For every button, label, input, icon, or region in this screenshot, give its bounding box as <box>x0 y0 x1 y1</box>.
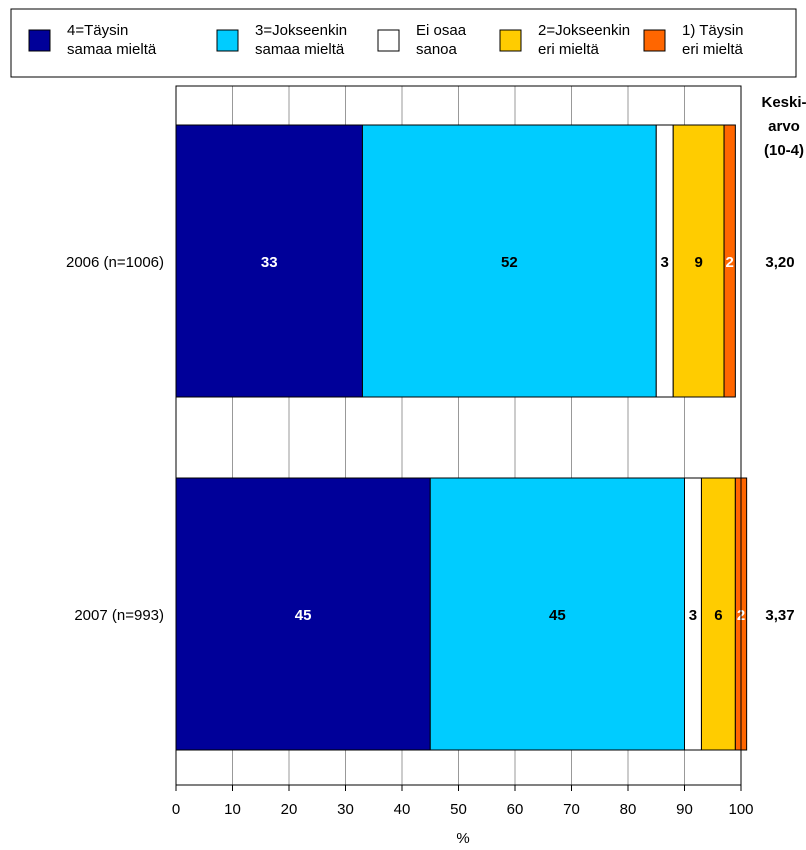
mean-value: 3,20 <box>765 254 794 271</box>
legend-label: 2=Jokseenkin <box>538 22 630 39</box>
mean-header: arvo <box>768 118 800 135</box>
bar-segment <box>175 477 431 751</box>
legend-label: eri mieltä <box>538 41 600 58</box>
bar-value-label: 6 <box>714 607 722 624</box>
bar-value-label: 9 <box>694 254 702 271</box>
legend-swatch <box>28 29 51 52</box>
x-tick-label: 30 <box>337 801 354 818</box>
bar-segment <box>700 477 736 751</box>
bar-value-label: 3 <box>689 607 697 624</box>
bar-value-label: 45 <box>295 607 312 624</box>
x-tick-label: 90 <box>676 801 693 818</box>
bar-value-label: 3 <box>661 254 669 271</box>
category-label: 2006 (n=1006) <box>66 254 164 271</box>
bar-segment <box>361 124 657 398</box>
mean-header: Keski- <box>761 94 806 111</box>
x-tick-label: 0 <box>172 801 180 818</box>
x-tick-label: 70 <box>563 801 580 818</box>
legend-label: samaa mieltä <box>255 41 345 58</box>
bar-segment <box>723 124 736 398</box>
bar-segment <box>175 124 363 398</box>
mean-header: (10-4) <box>764 142 804 159</box>
mean-value: 3,37 <box>765 607 794 624</box>
legend-label: 3=Jokseenkin <box>255 22 347 39</box>
bar-value-label: 2 <box>726 254 734 271</box>
legend-swatch <box>499 29 522 52</box>
x-axis-title: % <box>456 830 469 847</box>
bar-segment <box>429 477 685 751</box>
legend-swatch <box>216 29 239 52</box>
legend-label: sanoa <box>416 41 458 58</box>
bar-value-label: 45 <box>549 607 566 624</box>
bar-value-label: 33 <box>261 254 278 271</box>
x-tick-label: 10 <box>224 801 241 818</box>
legend-swatch <box>377 29 400 52</box>
x-tick-label: 20 <box>281 801 298 818</box>
legend-label: Ei osaa <box>416 22 467 39</box>
x-tick-label: 40 <box>394 801 411 818</box>
legend-label: samaa mieltä <box>67 41 157 58</box>
x-tick-label: 60 <box>507 801 524 818</box>
x-tick-label: 100 <box>728 801 753 818</box>
legend-label: 1) Täysin <box>682 22 743 39</box>
category-label: 2007 (n=993) <box>74 607 164 624</box>
bar-segment <box>672 124 725 398</box>
legend-label: eri mieltä <box>682 41 744 58</box>
x-tick-label: 50 <box>450 801 467 818</box>
bar-value-label: 52 <box>501 254 518 271</box>
legend-swatch <box>643 29 666 52</box>
x-tick-label: 80 <box>620 801 637 818</box>
legend-label: 4=Täysin <box>67 22 128 39</box>
